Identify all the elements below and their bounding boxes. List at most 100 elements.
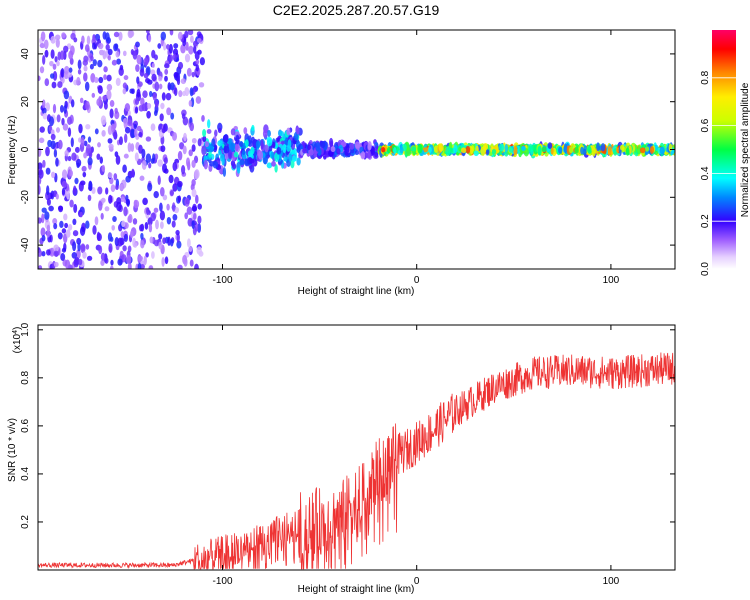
heatmap-cell bbox=[231, 163, 237, 170]
heatmap-cell bbox=[453, 144, 458, 154]
heatmap-cell bbox=[286, 127, 291, 136]
heatmap-y-label: Frequency (Hz) bbox=[7, 116, 18, 185]
heatmap-y-ticks: -40 -20 0 20 40 bbox=[20, 48, 675, 252]
heatmap-cell bbox=[97, 186, 103, 195]
heatmap-cell bbox=[106, 89, 112, 100]
heatmap-cell bbox=[157, 43, 162, 49]
snr-y-tick-label: 0.2 bbox=[20, 515, 31, 529]
heatmap-cell bbox=[148, 223, 153, 233]
heatmap-cell bbox=[100, 259, 105, 266]
heatmap-cell bbox=[164, 68, 169, 75]
heatmap-cell bbox=[154, 153, 159, 160]
heatmap-cell bbox=[166, 203, 170, 211]
snr-series-line bbox=[38, 352, 675, 570]
heatmap-x-tick-label: 100 bbox=[603, 275, 620, 286]
heatmap-cell bbox=[63, 90, 70, 100]
heatmap-cell bbox=[38, 75, 41, 82]
heatmap-cell bbox=[131, 88, 135, 95]
heatmap-cell bbox=[319, 140, 326, 149]
heatmap-cell bbox=[202, 128, 207, 138]
heatmap-cell bbox=[110, 259, 114, 266]
heatmap-cell bbox=[187, 217, 193, 227]
heatmap-cell bbox=[180, 44, 186, 54]
heatmap-cell bbox=[154, 81, 160, 92]
heatmap-cell bbox=[164, 75, 168, 82]
heatmap-cell bbox=[563, 143, 568, 154]
heatmap-cell bbox=[179, 142, 185, 150]
heatmap-cell bbox=[196, 37, 202, 44]
heatmap-y-tick-label: -40 bbox=[20, 237, 31, 252]
heatmap-cell bbox=[99, 156, 103, 164]
heatmap-cell bbox=[38, 265, 43, 269]
heatmap-cell bbox=[48, 116, 55, 127]
heatmap-cell bbox=[189, 122, 195, 132]
colorbar-tick-label: 0.0 bbox=[700, 262, 711, 276]
heatmap-cell bbox=[110, 265, 114, 269]
heatmap-cell bbox=[88, 181, 93, 192]
heatmap-cell bbox=[188, 45, 194, 55]
heatmap-cell bbox=[282, 143, 287, 154]
heatmap-cell bbox=[76, 76, 81, 86]
heatmap-cell bbox=[249, 158, 255, 164]
heatmap-cell bbox=[106, 83, 113, 91]
colorbar-label: Normalized spectral amplitude bbox=[740, 82, 750, 217]
heatmap-cell bbox=[480, 146, 486, 157]
heatmap-cell bbox=[138, 255, 143, 262]
heatmap-cell bbox=[55, 38, 60, 48]
heatmap-cell bbox=[42, 159, 46, 168]
heatmap-cell bbox=[184, 30, 189, 39]
heatmap-cell bbox=[105, 187, 109, 195]
heatmap-cell bbox=[123, 233, 128, 242]
heatmap-cell bbox=[148, 162, 152, 169]
heatmap-cell bbox=[119, 64, 124, 71]
heatmap-cell bbox=[85, 144, 92, 154]
heatmap-cell bbox=[193, 45, 197, 54]
heatmap-cell bbox=[473, 150, 479, 157]
heatmap-cell bbox=[644, 146, 650, 152]
heatmap-cell bbox=[68, 67, 73, 73]
heatmap-cell bbox=[52, 70, 58, 81]
heatmap-cell bbox=[135, 41, 140, 48]
heatmap-cell bbox=[44, 78, 50, 87]
heatmap-cell bbox=[177, 31, 183, 41]
heatmap-cell bbox=[201, 145, 207, 156]
heatmap-cell bbox=[470, 146, 474, 155]
heatmap-cell bbox=[111, 123, 115, 133]
heatmap-cell bbox=[243, 127, 248, 135]
heatmap-cell bbox=[169, 82, 175, 91]
heatmap-cell bbox=[64, 149, 69, 157]
heatmap-cell bbox=[55, 157, 59, 167]
snr-panel: 0.2 0.4 0.6 0.8 1.0 -100 0 100 Height of strai… bbox=[7, 322, 676, 595]
heatmap-cell bbox=[158, 83, 163, 90]
heatmap-cell bbox=[270, 151, 275, 159]
heatmap-cell bbox=[250, 146, 255, 155]
heatmap-cell bbox=[260, 139, 264, 150]
heatmap-cell bbox=[53, 250, 59, 257]
heatmap-cell bbox=[77, 68, 82, 75]
heatmap-cell bbox=[173, 87, 178, 97]
heatmap-cell bbox=[185, 157, 191, 168]
heatmap-cell bbox=[134, 128, 138, 138]
heatmap-cell bbox=[296, 126, 300, 135]
heatmap-cell bbox=[521, 145, 526, 151]
heatmap-cell bbox=[141, 148, 146, 159]
heatmap-cell bbox=[127, 119, 133, 127]
heatmap-cell bbox=[163, 157, 168, 165]
heatmap-cell bbox=[92, 59, 97, 67]
heatmap-cell bbox=[121, 220, 126, 228]
heatmap-cell bbox=[236, 167, 241, 174]
heatmap-cell bbox=[191, 220, 195, 230]
heatmap-cell bbox=[41, 99, 46, 109]
heatmap-cell bbox=[90, 55, 94, 62]
heatmap-cell bbox=[74, 177, 79, 185]
heatmap-cell bbox=[101, 164, 106, 172]
heatmap-cell bbox=[428, 146, 432, 154]
heatmap-cell bbox=[104, 257, 109, 264]
heatmap-cell bbox=[123, 206, 128, 217]
heatmap-cell bbox=[119, 183, 124, 191]
heatmap-cell bbox=[438, 143, 444, 152]
heatmap-y-tick-label: -20 bbox=[20, 190, 31, 205]
heatmap-cell bbox=[83, 65, 88, 72]
heatmap-cell bbox=[39, 126, 45, 133]
heatmap-cell bbox=[74, 146, 80, 153]
